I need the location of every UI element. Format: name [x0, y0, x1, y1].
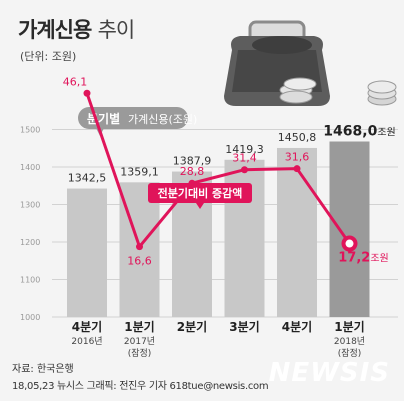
- bar-4: [277, 147, 317, 317]
- line-label-2: 28,8: [180, 165, 205, 178]
- chart-title-main: 가계신용: [18, 18, 92, 42]
- change-line: [85, 92, 351, 249]
- line-label-4: 31,6: [285, 151, 310, 164]
- line-label-0: 46,1: [63, 75, 88, 88]
- x-label-1: 1분기: [124, 319, 154, 334]
- coin-stack-icon: [367, 80, 397, 106]
- bar-legend: 분기별 가계신용(조원): [78, 107, 197, 136]
- bar-legend-prefix: 분기별: [87, 111, 120, 126]
- line-label-unit: 조원: [370, 253, 388, 265]
- line-legend: 전분기대비 증감액: [148, 183, 252, 209]
- bar-label-3: 1419,3: [225, 143, 264, 156]
- x-sublabel-5-1: (잠정): [338, 348, 362, 359]
- x-label-4: 4분기: [282, 319, 312, 334]
- line-point-5: [341, 235, 358, 252]
- bar-label-0: 1342,5: [68, 172, 107, 185]
- y-axis-ticks: 1000 1100 1200 1300 1400 1500: [20, 126, 40, 323]
- x-label-3: 3분기: [229, 319, 259, 334]
- line-value-labels: 46,1 16,6 28,8 31,4 31,6 17,2조원: [63, 75, 389, 267]
- y-tick-label-1: 1100: [20, 276, 40, 285]
- y-tick-label-0: 1000: [20, 313, 40, 322]
- y-tick-label-4: 1400: [20, 163, 40, 172]
- x-label-5: 1분기: [334, 319, 364, 334]
- purse-icon: [224, 20, 330, 106]
- line-point-0: [83, 89, 91, 97]
- y-tick-label-3: 1300: [20, 201, 40, 210]
- bar-5: [329, 141, 370, 317]
- x-sublabel-1-0: 2017년: [124, 336, 155, 347]
- x-label-2: 2분기: [177, 319, 207, 334]
- line-legend-label: 전분기대비 증감액: [158, 186, 243, 200]
- bar-label-1: 1359,1: [120, 165, 159, 178]
- bar-label-5: 1468,0조원: [323, 124, 395, 140]
- newsis-watermark: NEWSIS: [268, 358, 390, 388]
- credit-note: 18,05,23 뉴시스 그래픽: 전진우 기자 618tue@newsis.c…: [12, 381, 269, 392]
- unit-label: (단위: 조원): [20, 50, 77, 63]
- line-label-3: 31,4: [232, 152, 257, 165]
- line-points: [83, 89, 358, 252]
- bar-value-labels: 1342,5 1359,1 1387,9 1419,3 1450,8 1468,0조원: [68, 124, 396, 185]
- source-note: 자료: 한국은행: [12, 364, 74, 375]
- chart-title: 가계신용 추이: [18, 14, 136, 44]
- y-tick-label-5: 1500: [20, 126, 40, 135]
- bar-0: [67, 188, 107, 317]
- line-point-3: [241, 166, 248, 174]
- x-sublabel-5-0: 2018년: [334, 336, 365, 347]
- bar-legend-label: 가계신용(조원): [128, 113, 197, 126]
- y-tick-label-2: 1200: [20, 238, 40, 247]
- x-sublabel-0-0: 2016년: [71, 336, 102, 347]
- line-label-5: 17,2조원: [338, 251, 388, 266]
- chart-title-suffix: 추이: [97, 18, 136, 42]
- line-label-1: 16,6: [127, 255, 152, 268]
- x-sublabel-1-1: (잠정): [128, 348, 152, 359]
- bar-label-2: 1387,9: [173, 155, 212, 168]
- bar-label-4: 1450,8: [278, 131, 317, 144]
- bar-label-unit: 조원: [377, 127, 395, 139]
- x-label-0: 4분기: [72, 319, 102, 334]
- line-point-1: [136, 243, 143, 251]
- line-point-4: [293, 165, 301, 173]
